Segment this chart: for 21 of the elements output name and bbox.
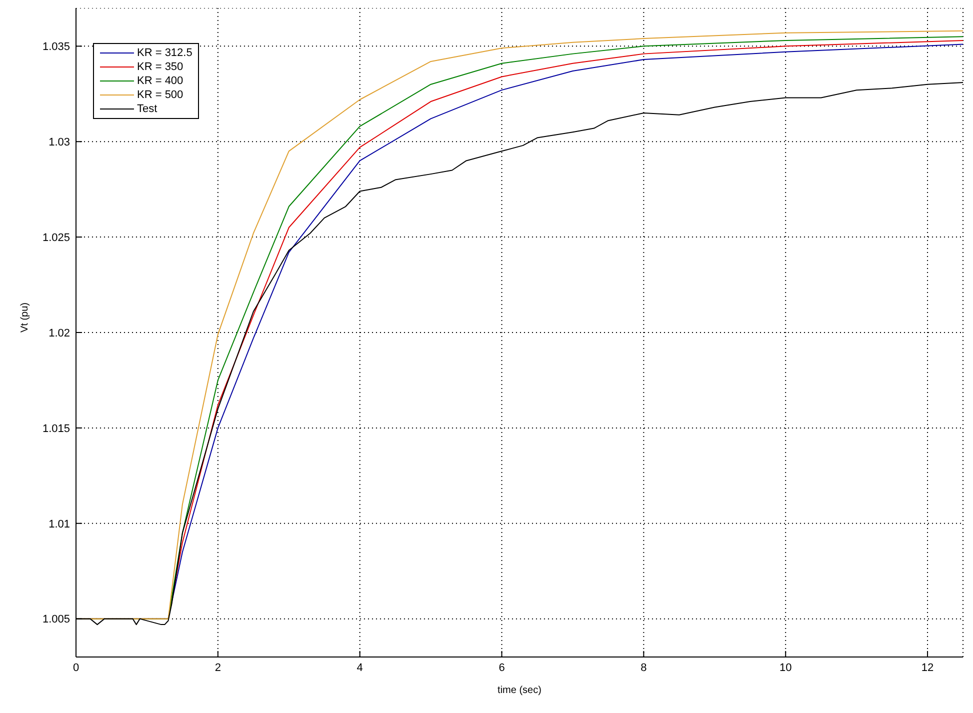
y-tick-label: 1.02 (48, 327, 70, 340)
legend-label: KR = 500 (137, 88, 184, 102)
y-tick-label: 1.01 (48, 518, 70, 530)
x-tick-label: 6 (498, 662, 505, 674)
y-tick-label: 1.005 (42, 614, 70, 626)
x-tick-label: 12 (921, 662, 934, 674)
x-tick-label: 2 (214, 662, 221, 674)
y-tick-label: 1.03 (48, 136, 70, 149)
x-tick-label: 4 (356, 662, 363, 674)
x-axis-title: time (sec) (498, 685, 542, 696)
legend-label: Test (137, 102, 158, 116)
y-tick-label: 1.015 (42, 422, 70, 435)
legend-label: KR = 312.5 (137, 46, 192, 60)
x-tick-label: 0 (72, 662, 80, 674)
x-tick-label: 10 (779, 662, 792, 674)
x-tick-label: 8 (640, 662, 647, 674)
y-axis-title: Vt (pu) (20, 302, 31, 332)
legend-label: KR = 400 (137, 74, 184, 88)
y-tick-label: 1.025 (42, 232, 70, 244)
legend-label: KR = 350 (137, 60, 184, 74)
y-tick-label: 1.035 (42, 41, 70, 54)
